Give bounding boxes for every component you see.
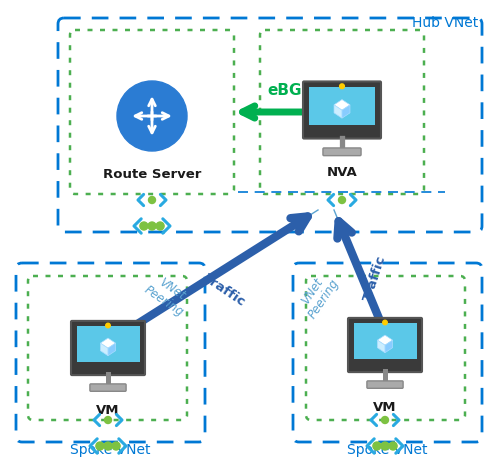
- Text: Hub VNet: Hub VNet: [412, 16, 478, 30]
- Polygon shape: [378, 335, 392, 345]
- Circle shape: [104, 442, 112, 450]
- Bar: [76, 326, 140, 362]
- Text: Traffic: Traffic: [362, 254, 388, 302]
- Circle shape: [382, 416, 388, 424]
- Circle shape: [140, 222, 148, 230]
- Circle shape: [338, 196, 345, 203]
- Circle shape: [383, 320, 387, 325]
- Bar: [309, 87, 375, 125]
- Circle shape: [148, 222, 156, 230]
- Circle shape: [156, 222, 164, 230]
- Circle shape: [104, 416, 112, 424]
- Text: Spoke VNet: Spoke VNet: [347, 443, 427, 457]
- Text: eBGP: eBGP: [267, 83, 313, 98]
- Circle shape: [389, 442, 397, 450]
- Polygon shape: [100, 343, 108, 356]
- Circle shape: [117, 81, 187, 151]
- Circle shape: [148, 196, 156, 203]
- Text: Route Server: Route Server: [103, 168, 201, 181]
- Circle shape: [381, 442, 389, 450]
- FancyBboxPatch shape: [90, 384, 126, 391]
- FancyBboxPatch shape: [348, 318, 422, 372]
- Circle shape: [112, 442, 120, 450]
- Circle shape: [96, 442, 104, 450]
- Polygon shape: [378, 340, 385, 353]
- FancyBboxPatch shape: [367, 381, 403, 388]
- Text: Spoke VNet: Spoke VNet: [70, 443, 150, 457]
- Text: VNet
Peering: VNet Peering: [294, 269, 342, 321]
- Polygon shape: [334, 100, 350, 110]
- Text: NVA: NVA: [326, 166, 358, 179]
- Text: Traffic: Traffic: [202, 272, 248, 309]
- Circle shape: [340, 84, 344, 89]
- Polygon shape: [108, 343, 116, 356]
- Polygon shape: [334, 105, 342, 118]
- Text: VNet
Peering: VNet Peering: [142, 271, 195, 319]
- Circle shape: [106, 323, 110, 328]
- Polygon shape: [385, 340, 392, 353]
- Text: VM: VM: [96, 404, 120, 417]
- FancyBboxPatch shape: [323, 148, 361, 156]
- Polygon shape: [100, 338, 116, 348]
- Bar: [354, 324, 416, 360]
- Text: VM: VM: [373, 401, 397, 414]
- FancyBboxPatch shape: [303, 82, 381, 139]
- FancyBboxPatch shape: [71, 321, 145, 375]
- Circle shape: [373, 442, 381, 450]
- Polygon shape: [342, 105, 350, 118]
